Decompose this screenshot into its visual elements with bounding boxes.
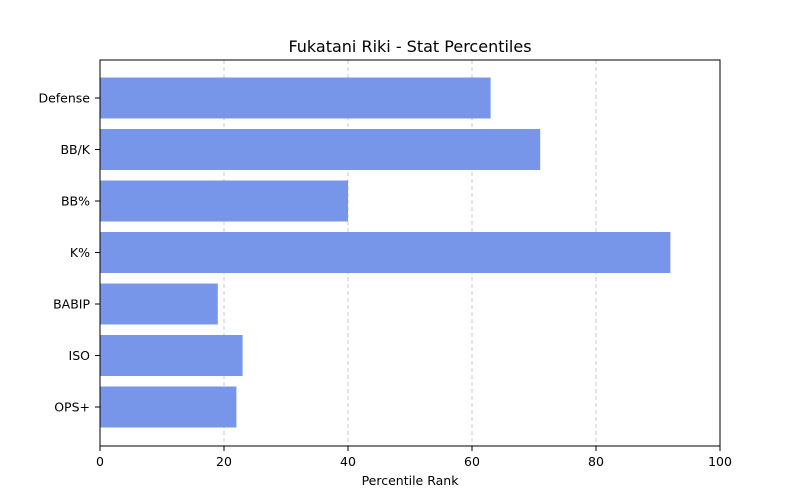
bar-ops- xyxy=(100,386,237,428)
y-tick-label: K% xyxy=(70,245,90,260)
y-tick-label: Defense xyxy=(38,91,90,106)
y-tick-label: BABIP xyxy=(53,297,90,312)
y-axis: OPS+ ISO BABIP K% BB% BB/K Defense xyxy=(38,91,100,415)
bars xyxy=(100,77,671,428)
x-tick-label: 100 xyxy=(708,454,732,469)
x-tick-label: 0 xyxy=(96,454,104,469)
x-axis: 0 20 40 60 80 100 xyxy=(96,446,732,469)
bar-bb-k xyxy=(100,129,541,170)
bar-k- xyxy=(100,232,671,273)
x-axis-label: Percentile Rank xyxy=(362,473,460,488)
y-tick-label: ISO xyxy=(69,348,91,363)
bar-babip xyxy=(100,283,218,325)
bar-bb- xyxy=(100,180,348,222)
x-tick-label: 20 xyxy=(216,454,232,469)
x-tick-label: 80 xyxy=(588,454,604,469)
x-tick-label: 40 xyxy=(340,454,356,469)
x-tick-label: 60 xyxy=(464,454,480,469)
y-tick-label: OPS+ xyxy=(54,400,90,415)
bar-iso xyxy=(100,335,243,376)
y-tick-label: BB% xyxy=(61,194,90,209)
y-tick-label: BB/K xyxy=(60,142,90,157)
chart-title: Fukatani Riki - Stat Percentiles xyxy=(288,37,531,56)
bar-defense xyxy=(100,77,491,119)
